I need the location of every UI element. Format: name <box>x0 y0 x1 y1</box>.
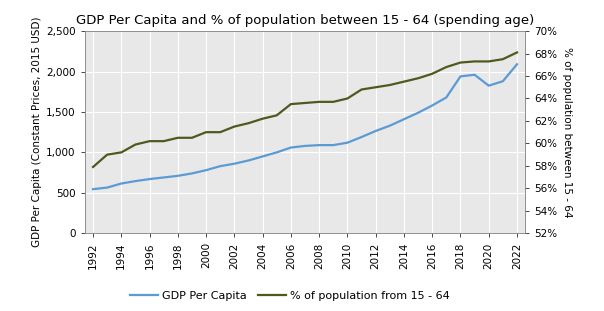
GDP Per Capita <box>231 162 238 165</box>
Y-axis label: GDP Per Capita (Constant Prices, 2015 USD): GDP Per Capita (Constant Prices, 2015 US… <box>32 17 42 248</box>
GDP Per Capita <box>118 182 125 185</box>
% of population from 15 - 64 <box>429 72 436 76</box>
% of population from 15 - 64 <box>288 102 295 106</box>
Y-axis label: % of population between 15 - 64: % of population between 15 - 64 <box>562 47 572 217</box>
% of population from 15 - 64 <box>231 125 238 128</box>
% of population from 15 - 64 <box>372 86 379 89</box>
Line: GDP Per Capita: GDP Per Capita <box>93 64 517 189</box>
GDP Per Capita <box>500 79 507 83</box>
GDP Per Capita <box>386 124 393 128</box>
GDP Per Capita <box>429 104 436 107</box>
GDP Per Capita <box>273 151 280 154</box>
GDP Per Capita <box>457 75 464 78</box>
% of population from 15 - 64 <box>358 88 365 91</box>
% of population from 15 - 64 <box>273 114 280 117</box>
% of population from 15 - 64 <box>500 57 507 61</box>
GDP Per Capita <box>400 117 408 121</box>
% of population from 15 - 64 <box>344 97 351 100</box>
GDP Per Capita <box>103 186 111 189</box>
% of population from 15 - 64 <box>217 130 224 134</box>
% of population from 15 - 64 <box>259 117 266 121</box>
% of population from 15 - 64 <box>301 101 309 105</box>
% of population from 15 - 64 <box>118 151 125 154</box>
GDP Per Capita <box>471 73 478 77</box>
% of population from 15 - 64 <box>386 83 393 87</box>
% of population from 15 - 64 <box>103 153 111 156</box>
% of population from 15 - 64 <box>513 51 521 54</box>
GDP Per Capita <box>414 111 422 115</box>
GDP Per Capita <box>513 63 521 66</box>
% of population from 15 - 64 <box>414 77 422 80</box>
% of population from 15 - 64 <box>245 121 252 125</box>
GDP Per Capita <box>358 135 365 139</box>
GDP Per Capita <box>301 144 309 148</box>
% of population from 15 - 64 <box>146 139 153 143</box>
GDP Per Capita <box>372 129 379 133</box>
GDP Per Capita <box>344 141 351 145</box>
GDP Per Capita <box>202 168 210 172</box>
% of population from 15 - 64 <box>443 65 450 69</box>
% of population from 15 - 64 <box>202 130 210 134</box>
% of population from 15 - 64 <box>89 165 97 169</box>
GDP Per Capita <box>485 84 492 87</box>
GDP Per Capita <box>89 187 97 191</box>
GDP Per Capita <box>132 179 139 183</box>
Legend: GDP Per Capita, % of population from 15 - 64: GDP Per Capita, % of population from 15 … <box>126 286 454 305</box>
% of population from 15 - 64 <box>132 143 139 146</box>
Line: % of population from 15 - 64: % of population from 15 - 64 <box>93 53 517 167</box>
% of population from 15 - 64 <box>330 100 337 104</box>
GDP Per Capita <box>188 172 196 175</box>
GDP Per Capita <box>288 146 295 149</box>
% of population from 15 - 64 <box>485 60 492 63</box>
% of population from 15 - 64 <box>315 100 323 104</box>
% of population from 15 - 64 <box>400 80 408 84</box>
% of population from 15 - 64 <box>457 61 464 64</box>
GDP Per Capita <box>315 143 323 147</box>
% of population from 15 - 64 <box>174 136 181 140</box>
GDP Per Capita <box>174 174 181 178</box>
GDP Per Capita <box>146 177 153 181</box>
GDP Per Capita <box>217 164 224 168</box>
% of population from 15 - 64 <box>188 136 196 140</box>
% of population from 15 - 64 <box>160 139 167 143</box>
% of population from 15 - 64 <box>471 60 478 63</box>
GDP Per Capita <box>259 155 266 158</box>
Title: GDP Per Capita and % of population between 15 - 64 (spending age): GDP Per Capita and % of population betwe… <box>76 14 534 27</box>
GDP Per Capita <box>443 95 450 99</box>
GDP Per Capita <box>330 143 337 147</box>
GDP Per Capita <box>245 159 252 162</box>
GDP Per Capita <box>160 176 167 179</box>
